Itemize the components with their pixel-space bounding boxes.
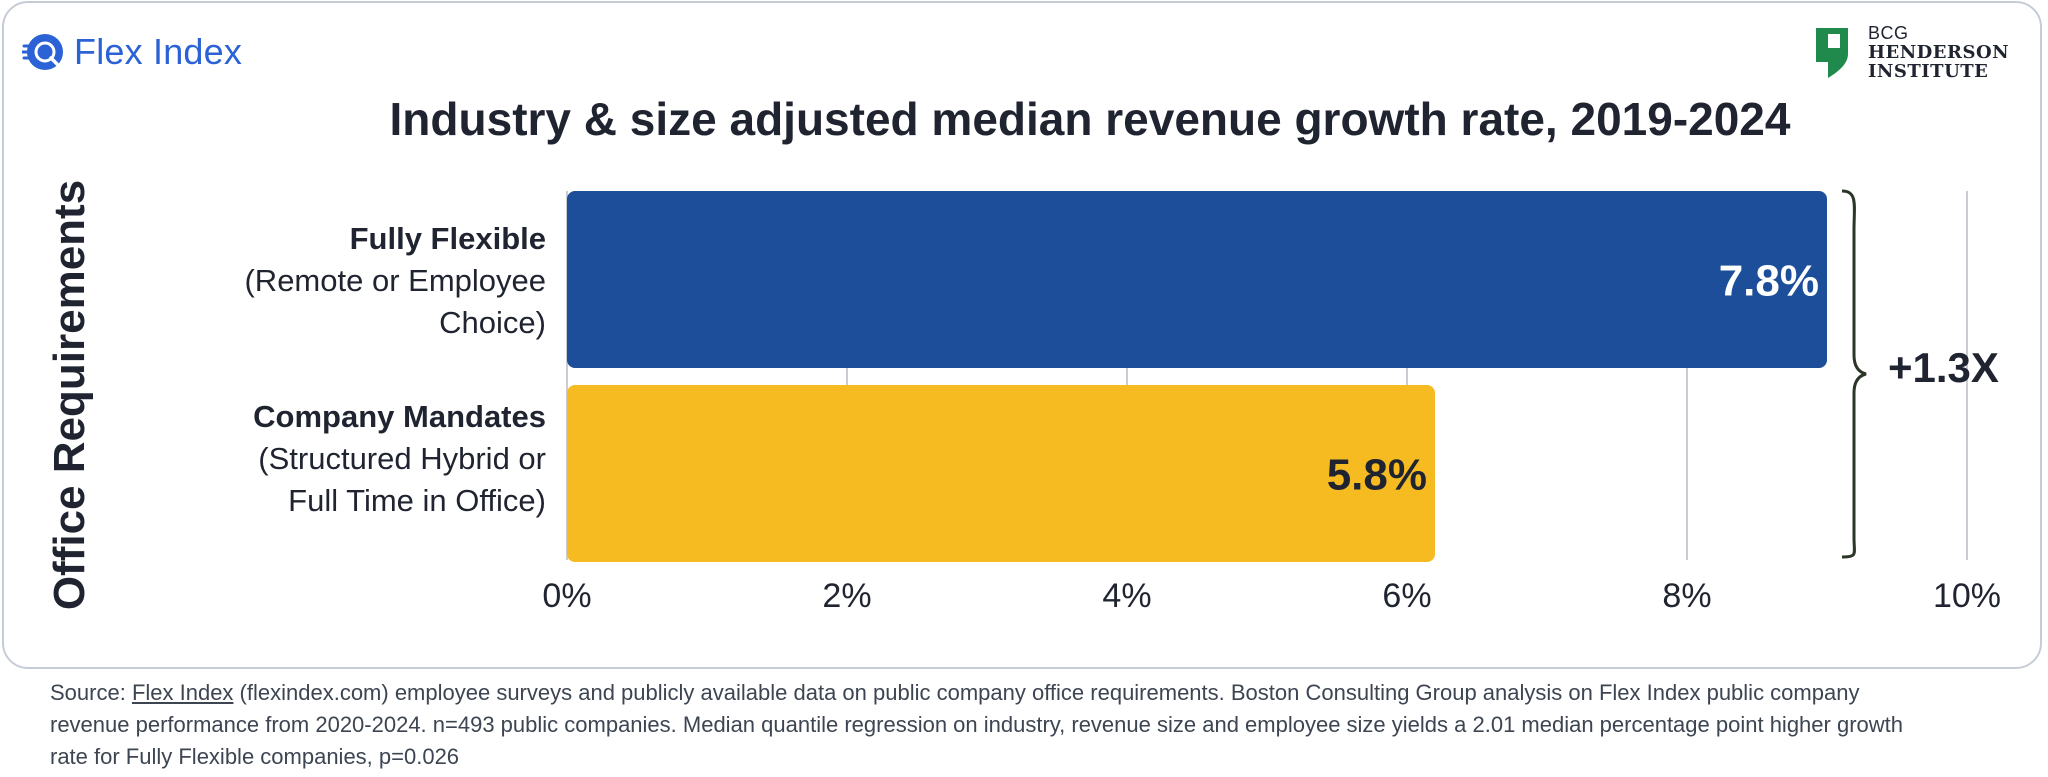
bar-value-label: 7.8% <box>1719 257 1819 306</box>
brand-name: Flex Index <box>74 31 243 72</box>
footnote-link[interactable]: Flex Index <box>131 680 234 705</box>
comparison-bracket <box>1841 189 1867 559</box>
flex-index-logo: Flex Index <box>22 27 242 77</box>
bcg-henderson-logo: BCG HENDERSON INSTITUTE <box>1814 24 2009 81</box>
x-tick-label: 2% <box>822 577 871 615</box>
bcg-line-3: INSTITUTE <box>1868 61 1989 82</box>
x-tick-label: 4% <box>1102 577 1151 615</box>
bar-value-label: 5.8% <box>1327 451 1427 500</box>
bcg-line-2: HENDERSON <box>1868 42 2010 63</box>
x-tick-labels: 0% 2% 4% 6% 8% 10% <box>542 577 2001 615</box>
footnote-text: (flexindex.com) employee surveys and pub… <box>50 680 1903 769</box>
bar-fully-flexible <box>567 191 1827 368</box>
bar-company-mandates <box>567 385 1435 562</box>
x-tick-label: 6% <box>1382 577 1431 615</box>
footnote-prefix: Source: <box>50 680 132 705</box>
bar-chart-plot: 7.8% 5.8% 0% 2% 4% 6% 8% 10% +1.3X <box>542 189 2001 615</box>
multiplier-annotation: +1.3X <box>1888 344 1999 391</box>
x-tick-label: 10% <box>1933 577 2001 615</box>
bcg-shield-icon <box>1816 28 1848 78</box>
category-label-fully-flexible: Fully Flexible (Remote or Employee Choic… <box>216 218 546 344</box>
category-label-company-mandates: Company Mandates (Structured Hybrid or F… <box>216 396 546 522</box>
bcg-line-1: BCG <box>1868 23 1909 43</box>
bars: 7.8% 5.8% <box>567 191 1827 562</box>
category-detail: (Remote or Employee Choice) <box>244 263 546 340</box>
x-tick-label: 8% <box>1662 577 1711 615</box>
category-name: Company Mandates <box>253 399 546 434</box>
flex-index-icon <box>22 34 63 70</box>
source-footnote: Source: Flex Index (flexindex.com) emplo… <box>50 677 1930 773</box>
category-name: Fully Flexible <box>349 221 546 256</box>
x-tick-label: 0% <box>542 577 591 615</box>
category-detail: (Structured Hybrid or Full Time in Offic… <box>258 441 546 518</box>
chart-title: Industry & size adjusted median revenue … <box>389 93 1791 145</box>
